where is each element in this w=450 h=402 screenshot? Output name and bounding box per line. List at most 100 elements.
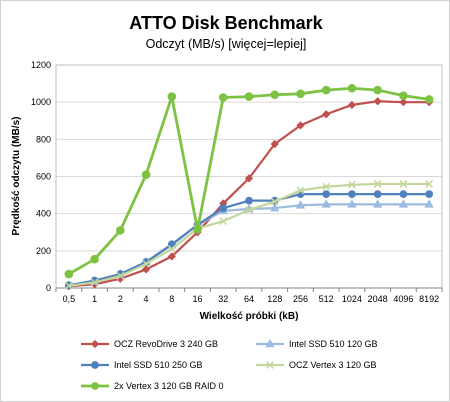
data-point <box>116 226 125 235</box>
chart-subtitle: Odczyt (MB/s) [więcej=lepiej] <box>146 37 307 51</box>
data-point <box>296 186 305 195</box>
x-axis-title: Wielkość próbki (kB) <box>200 311 299 322</box>
y-tick-label: 1000 <box>31 97 51 107</box>
marker-stroke <box>348 180 356 189</box>
data-point <box>167 252 176 261</box>
data-point <box>424 95 434 104</box>
x-tick-label: 1024 <box>342 294 362 304</box>
x-tick-label: 2048 <box>368 294 388 304</box>
x-tick-label: 512 <box>319 294 334 304</box>
data-point <box>373 97 382 106</box>
x-tick-label: 128 <box>267 294 282 304</box>
data-point <box>322 182 331 191</box>
data-point <box>425 190 434 199</box>
axes: 0 200 400 600 800 1000 1200 0,5 1 2 4 8 16 32 64 128 256… <box>31 60 443 304</box>
marker-stroke <box>64 281 73 290</box>
data-point <box>142 259 150 268</box>
y-tick-label: 1200 <box>31 60 51 70</box>
data-point <box>348 190 356 199</box>
y-tick-label: 200 <box>36 246 51 256</box>
data-point <box>322 110 331 119</box>
y-tick-label: 0 <box>46 283 51 293</box>
marker-stroke <box>90 278 99 287</box>
data-point <box>399 190 408 199</box>
data-point <box>64 269 74 279</box>
x-tick-label: 4 <box>144 294 149 304</box>
y-axis-title: Prędkość odczytu (MB/s) <box>11 117 22 236</box>
data-point <box>141 265 151 274</box>
legend-swatch-marker <box>91 382 99 390</box>
data-point <box>270 203 280 212</box>
marker-stroke <box>219 217 228 226</box>
data-point <box>167 92 177 101</box>
marker-stroke <box>425 180 434 188</box>
data-point <box>322 190 331 199</box>
data-point <box>244 92 254 101</box>
x-tick-label: 8 <box>169 294 174 304</box>
data-point <box>244 174 254 183</box>
marker-stroke <box>266 361 274 369</box>
legend-label: 2x Vertex 3 120 GB RAID 0 <box>114 381 224 391</box>
series-group <box>64 83 434 291</box>
data-point <box>270 197 279 206</box>
series-4 <box>64 180 434 290</box>
legend-item-3: Intel SSD 510 250 GB <box>81 360 203 370</box>
data-point <box>141 170 151 179</box>
data-point <box>296 89 305 99</box>
data-point <box>373 85 382 95</box>
marker-stroke <box>245 206 253 214</box>
data-point <box>373 190 382 199</box>
data-point <box>424 199 434 208</box>
x-tick-label: 64 <box>244 294 254 304</box>
data-point <box>245 206 253 214</box>
data-point <box>425 180 434 188</box>
legend-item-5: 2x Vertex 3 120 GB RAID 0 <box>81 381 224 391</box>
legend-label: OCZ Vertex 3 120 GB <box>289 360 377 370</box>
data-point <box>399 91 408 100</box>
legend-label: Intel SSD 510 250 GB <box>114 360 203 370</box>
data-point <box>321 199 331 208</box>
marker-stroke <box>167 245 176 253</box>
x-tick-label: 32 <box>218 294 228 304</box>
x-tick-label: 0,5 <box>63 294 76 304</box>
data-point <box>90 254 99 264</box>
y-tick-label: 400 <box>36 209 51 219</box>
marker-stroke <box>296 186 305 195</box>
legend-swatch-marker <box>266 361 274 369</box>
legend-swatch-marker <box>90 339 100 349</box>
marker-stroke <box>270 197 279 206</box>
legend-item-2: Intel SSD 510 120 GB <box>256 338 378 349</box>
y-tick-label: 800 <box>36 134 51 144</box>
data-point <box>218 93 228 102</box>
x-tick-label: 1 <box>92 294 97 304</box>
data-point <box>270 90 280 100</box>
data-point <box>167 245 176 253</box>
legend-swatch-marker <box>91 361 99 369</box>
legend-swatch-marker <box>265 338 275 348</box>
series-5 <box>64 83 434 279</box>
data-point <box>295 200 306 209</box>
legend-item-4: OCZ Vertex 3 120 GB <box>256 360 377 370</box>
data-point <box>398 199 409 208</box>
data-point <box>64 281 73 290</box>
data-point <box>270 139 279 149</box>
y-tick-label: 600 <box>36 172 51 182</box>
data-point <box>373 199 383 208</box>
marker-stroke <box>142 259 150 268</box>
marker-stroke <box>373 180 382 188</box>
data-point <box>245 196 253 205</box>
data-point <box>321 85 331 95</box>
x-tick-label: 4096 <box>393 294 413 304</box>
data-point <box>116 271 125 280</box>
legend-item-1: OCZ RevoDrive 3 240 GB <box>81 339 218 349</box>
legend-label: Intel SSD 510 120 GB <box>289 339 378 349</box>
data-point <box>347 199 357 208</box>
marker-stroke <box>322 182 331 191</box>
data-point <box>219 217 228 226</box>
data-point <box>399 180 408 188</box>
marker-stroke <box>399 180 408 188</box>
chart-title: ATTO Disk Benchmark <box>129 13 323 33</box>
data-point <box>296 121 305 130</box>
